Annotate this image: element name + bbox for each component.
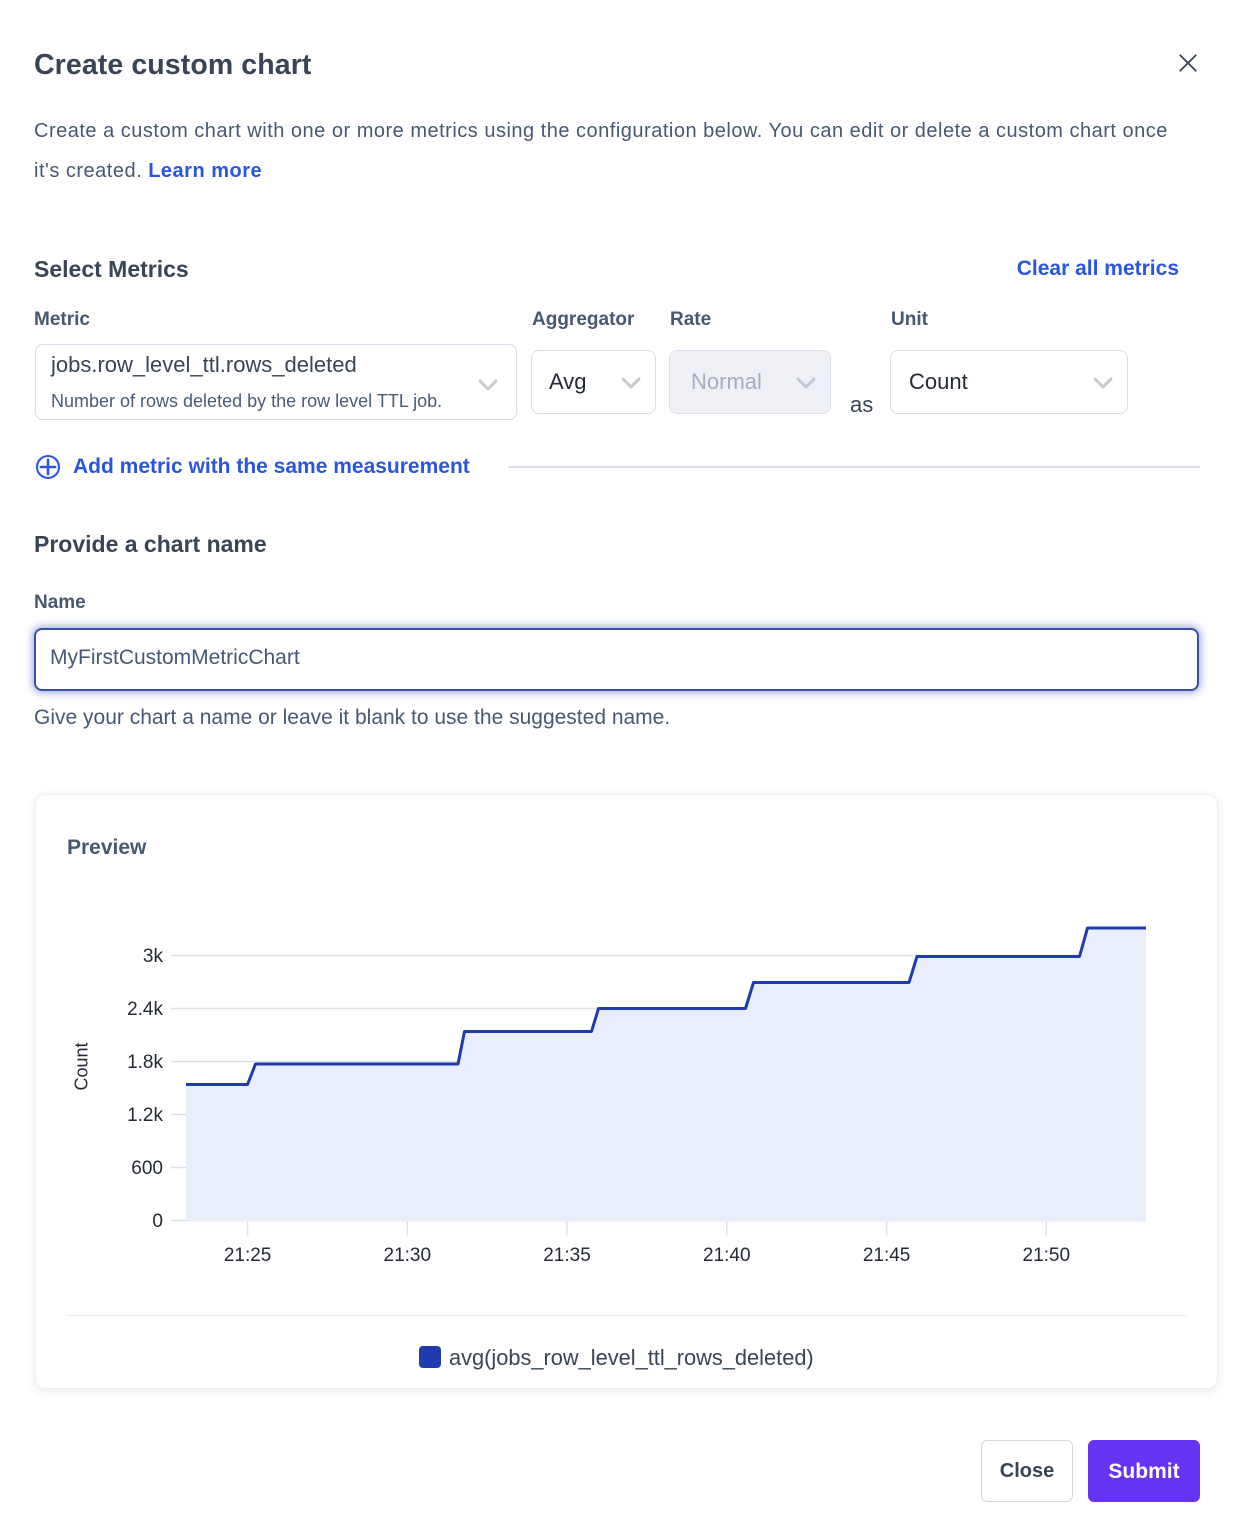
svg-text:21:50: 21:50 bbox=[1023, 1245, 1071, 1266]
svg-text:600: 600 bbox=[131, 1158, 163, 1179]
svg-text:1.2k: 1.2k bbox=[127, 1105, 163, 1126]
svg-text:21:30: 21:30 bbox=[384, 1245, 432, 1266]
svg-text:3k: 3k bbox=[143, 946, 164, 967]
svg-text:2.4k: 2.4k bbox=[127, 999, 163, 1020]
svg-text:21:45: 21:45 bbox=[863, 1245, 911, 1266]
svg-text:21:35: 21:35 bbox=[543, 1245, 591, 1266]
svg-text:avg(jobs_row_level_ttl_rows_de: avg(jobs_row_level_ttl_rows_deleted) bbox=[449, 1345, 814, 1370]
svg-text:Preview: Preview bbox=[67, 836, 147, 859]
svg-text:1.8k: 1.8k bbox=[127, 1052, 163, 1073]
svg-text:21:40: 21:40 bbox=[703, 1245, 751, 1266]
svg-text:21:25: 21:25 bbox=[224, 1245, 272, 1266]
svg-text:Count: Count bbox=[72, 1042, 92, 1090]
svg-text:0: 0 bbox=[152, 1211, 163, 1232]
